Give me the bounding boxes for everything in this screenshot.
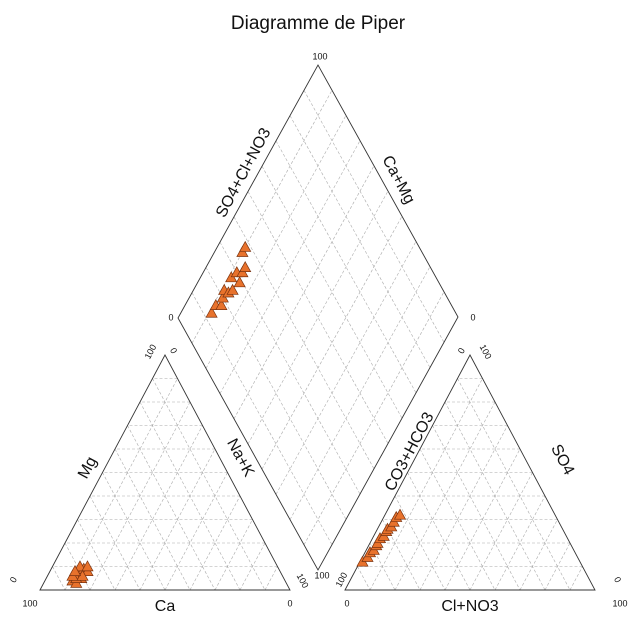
grid-line: [544, 542, 571, 591]
grid-line: [289, 266, 431, 520]
axis-label: SO4+Cl+NO3: [213, 125, 274, 220]
grid-line: [303, 291, 445, 545]
grid-line: [247, 191, 389, 444]
tick-label: 100: [143, 343, 159, 361]
axis-label: Cl+NO3: [441, 598, 498, 615]
grid-line: [394, 495, 446, 591]
grid-line: [205, 115, 347, 369]
sample-point: [226, 283, 239, 295]
tick-label: 0: [168, 312, 173, 322]
grid-line: [214, 519, 253, 591]
grid-line: [261, 216, 403, 470]
tick-label: 100: [314, 570, 329, 580]
grid-line: [519, 519, 558, 591]
tick-label: 100: [295, 572, 311, 590]
sample-point: [239, 261, 252, 273]
sample-point: [393, 508, 407, 520]
grid-line: [189, 495, 241, 591]
grid-line: [52, 566, 66, 591]
grid-line: [457, 378, 571, 591]
diamond-frame: [177, 64, 459, 571]
grid-line: [164, 472, 228, 591]
grid-line: [102, 472, 166, 591]
grid-line: [432, 425, 521, 591]
grid-line: [89, 495, 141, 591]
grid-line: [469, 472, 533, 591]
sample-point: [73, 560, 87, 572]
grid-line: [261, 166, 403, 419]
tick-label: 0: [287, 598, 292, 608]
tick-label: 100: [478, 343, 494, 361]
tick-label: 0: [8, 575, 19, 584]
grid-line: [419, 425, 508, 591]
grid-line: [407, 472, 471, 591]
grid-line: [191, 292, 333, 545]
axis-label: Mg: [75, 454, 100, 482]
axis-label: Ca+Mg: [379, 153, 418, 207]
axis-label: CO3+HCO3: [382, 410, 438, 495]
grid-line: [114, 425, 203, 591]
grid-line: [494, 495, 546, 591]
grid-line: [382, 519, 421, 591]
grid-line: [275, 241, 417, 495]
axis-label: Ca: [155, 598, 176, 615]
grid-line: [219, 241, 361, 495]
grid-line: [127, 425, 216, 591]
grid-line: [247, 190, 389, 445]
tick-label: 0: [344, 598, 349, 608]
tick-label: 0: [470, 312, 475, 322]
sample-point: [81, 560, 94, 572]
grid-line: [264, 566, 278, 591]
grid-line: [233, 216, 375, 469]
tick-label: 0: [612, 575, 623, 584]
tick-label: 0: [168, 346, 179, 355]
sample-point: [205, 306, 218, 318]
grid-line: [64, 378, 178, 591]
tick-label: 0: [456, 346, 467, 355]
grid-line: [191, 90, 333, 344]
grid-line: [239, 542, 266, 591]
grid-line: [233, 165, 375, 419]
sample-point: [239, 240, 252, 252]
axis-label: SO4: [547, 442, 577, 478]
grid-line: [219, 140, 361, 394]
sample-point: [215, 298, 228, 310]
grid-line: [369, 542, 396, 591]
sample-point: [68, 564, 82, 576]
grid-line: [303, 90, 445, 343]
sample-point: [233, 276, 246, 288]
grid-line: [152, 378, 266, 591]
chart-title: Diagramme de Piper: [231, 13, 406, 34]
tick-label: 100: [22, 598, 37, 608]
grid-line: [275, 140, 417, 394]
triangle-frame: [39, 354, 291, 591]
grid-line: [569, 566, 583, 591]
grid-line: [289, 115, 431, 368]
tick-label: 100: [312, 51, 327, 61]
grid-line: [77, 519, 116, 591]
grid-line: [357, 566, 371, 591]
tick-label: 100: [612, 598, 627, 608]
triangle-frame: [344, 354, 596, 591]
grid-line: [205, 267, 347, 520]
